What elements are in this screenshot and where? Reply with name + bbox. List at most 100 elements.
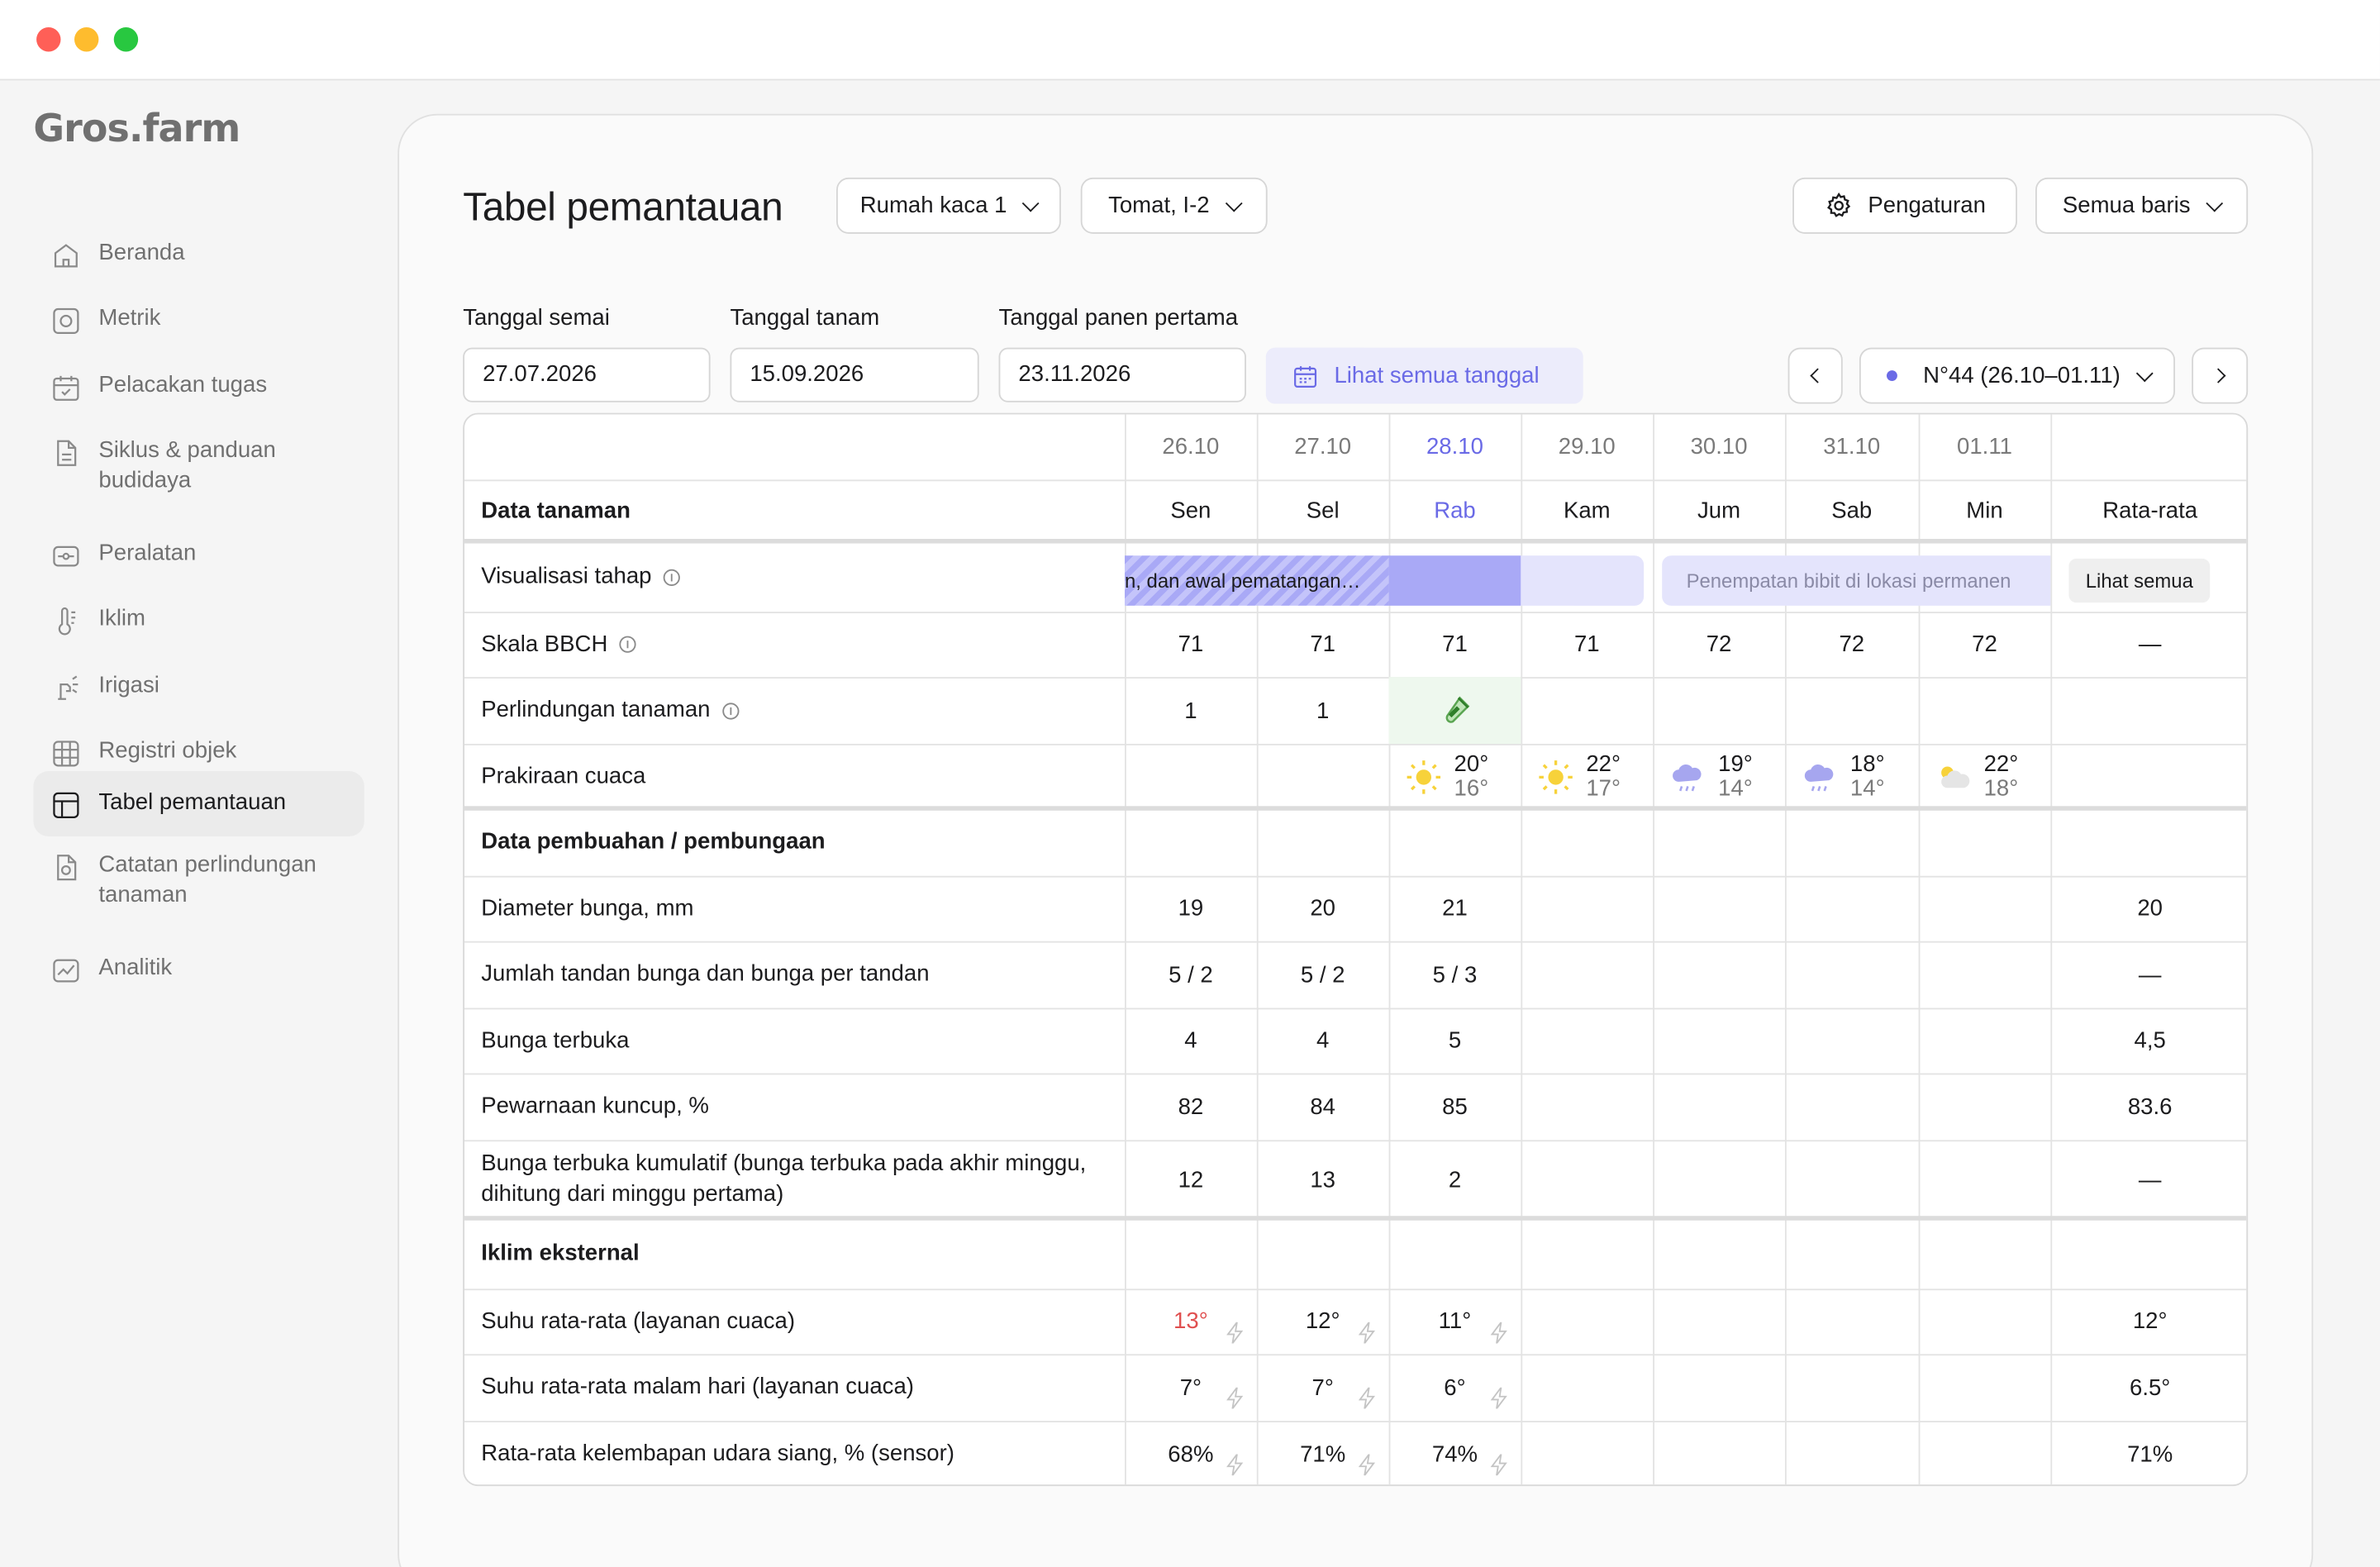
weather-forecast[interactable]: 20° 16° [1406,750,1488,804]
see-all-dates-button[interactable]: Lihat semua tanggal [1265,347,1583,404]
climate-cell[interactable]: 7° [1311,1374,1334,1401]
info-icon[interactable] [722,702,740,719]
climate-cell[interactable]: 7° [1179,1374,1202,1401]
weather-forecast[interactable]: 22° 17° [1538,750,1621,804]
fruiting-cell[interactable]: 5 [1448,1027,1462,1054]
sidebar-item-pelacakan-tugas[interactable]: Pelacakan tugas [33,355,364,416]
sidebar-item-iklim[interactable]: Iklim [33,589,364,650]
harvest-date-input[interactable]: 23.11.2026 [998,347,1246,402]
crop-select[interactable]: Tomat, I-2 [1080,177,1268,234]
greenhouse-select[interactable]: Rumah kaca 1 [836,177,1061,234]
stage-bar-ripening[interactable] [1124,555,1389,606]
info-icon[interactable] [620,636,637,653]
fruiting-cell[interactable]: 84 [1310,1093,1336,1120]
climate-cell[interactable]: 68% [1168,1441,1214,1468]
column-day[interactable]: Sab [1831,498,1873,524]
column-day[interactable]: Sen [1170,498,1211,524]
fruiting-cell[interactable]: 13 [1310,1166,1336,1193]
column-day[interactable]: Jum [1697,498,1741,524]
climate-cell[interactable]: 6° [1444,1374,1466,1401]
column-day[interactable]: Sel [1306,498,1340,524]
protection-cell[interactable] [1919,677,2051,744]
weather-forecast[interactable]: 19° 14° [1669,750,1753,804]
protection-cell[interactable] [1785,677,1919,744]
forecast-high: 19° [1718,751,1753,778]
maximize-window-button[interactable] [113,27,139,52]
sidebar-item-peralatan[interactable]: Peralatan [33,524,364,584]
fruiting-cell[interactable]: 5 / 2 [1169,961,1213,988]
column-day[interactable]: Kam [1563,498,1611,524]
close-window-button[interactable] [36,27,61,52]
chevron-down-icon [2206,193,2224,212]
next-week-button[interactable] [2192,347,2249,404]
bbch-cell[interactable]: 71 [1178,631,1204,658]
climate-cell[interactable]: 11° [1438,1308,1472,1335]
sidebar-item-label: Pelacakan tugas [98,371,268,398]
fruiting-cell[interactable]: 4 [1184,1027,1197,1054]
planting-date-input[interactable]: 15.09.2026 [730,347,979,402]
week-select[interactable]: N°44 (26.10–01.11) [1859,347,2175,404]
column-day[interactable]: Min [1966,498,2003,524]
stage-bar-current[interactable] [1388,555,1521,606]
protection-cell[interactable]: 1 [1316,697,1330,724]
fruiting-cell[interactable]: 20 [1310,895,1336,922]
table-icon [49,788,82,821]
harvest-date-label: Tanggal panen pertama [998,305,1239,331]
sidebar-item-catatan-perlindungan-tanaman[interactable]: Catatan perlindungan tanaman [33,835,364,923]
app-logo[interactable]: Gros.farm [33,106,240,150]
previous-week-button[interactable] [1787,347,1843,404]
fruiting-average: 20 [2137,895,2163,922]
forecast-temps: 22° 18° [1984,752,2019,802]
sidebar-item-beranda[interactable]: Beranda [33,223,364,283]
fruiting-cell[interactable]: 2 [1448,1166,1462,1193]
fruiting-cell[interactable]: 4 [1316,1027,1330,1054]
week-select-value: N°44 (26.10–01.11) [1923,362,2121,389]
weather-forecast[interactable]: 22° 18° [1935,750,2018,804]
stage-b-transplanting[interactable]: Penempatan bibit di lokasi permanen [1662,555,2051,606]
info-icon[interactable] [664,568,681,586]
fruiting-row-label: Bunga terbuka kumulatif (bunga terbuka p… [481,1150,1087,1207]
fruiting-cell[interactable]: 12 [1178,1166,1204,1193]
column-divider [1124,414,1126,1485]
climate-average: 12° [2132,1308,2168,1335]
forecast-low: 14° [1718,775,1753,802]
fruiting-cell[interactable]: 85 [1442,1093,1468,1120]
sidebar-item-analitik[interactable]: Analitik [33,938,364,998]
sidebar-item-tabel-pemantauan[interactable]: Tabel pemantauan [33,771,364,837]
fruiting-cell[interactable]: 19 [1178,895,1204,922]
protection-cell[interactable] [1388,677,1521,744]
climate-cell[interactable]: 13° [1173,1308,1208,1335]
page-title: Tabel pemantauan [463,183,783,230]
bbch-cell[interactable]: 72 [1972,631,1997,658]
bbch-cell[interactable]: 71 [1573,631,1600,658]
climate-cell[interactable]: 12° [1305,1308,1340,1335]
row-label-text: Skala BBCH [481,631,608,657]
fruiting-cell[interactable]: 82 [1178,1093,1204,1120]
fruiting-cell[interactable]: 5 / 3 [1432,961,1478,988]
rows-filter-value: Semua baris [2062,193,2191,219]
see-all-stages-button[interactable]: Lihat semua [2068,558,2211,603]
bbch-cell[interactable]: 72 [1706,631,1732,658]
sowing-date-input[interactable]: 27.07.2026 [463,347,711,402]
protection-cell[interactable] [1521,677,1653,744]
fruiting-cell[interactable]: 5 / 2 [1300,961,1345,988]
protection-cell[interactable]: 1 [1184,697,1197,724]
bbch-cell[interactable]: 71 [1310,631,1336,658]
lightning-icon [1358,1454,1377,1480]
sidebar-item-irigasi[interactable]: Irigasi [33,655,364,716]
bbch-cell[interactable]: 71 [1442,631,1468,658]
protection-cell[interactable] [1653,677,1785,744]
stage-bar-next[interactable] [1521,555,1645,606]
sidebar-item-siklus-panduan-budidaya[interactable]: Siklus & panduan budidaya [33,421,364,506]
bbch-cell[interactable]: 72 [1839,631,1865,658]
weather-forecast[interactable]: 18° 14° [1802,750,1885,804]
sidebar-item-registri-objek[interactable]: Registri objek [33,721,364,781]
column-day[interactable]: Rab [1434,498,1476,524]
settings-button[interactable]: Pengaturan [1792,177,2017,234]
climate-cell[interactable]: 74% [1431,1441,1478,1468]
fruiting-cell[interactable]: 21 [1442,895,1468,922]
minimize-window-button[interactable] [74,27,99,52]
sidebar-item-metrik[interactable]: Metrik [33,288,364,349]
rows-filter-select[interactable]: Semua baris [2035,177,2249,234]
climate-cell[interactable]: 71% [1300,1441,1346,1468]
